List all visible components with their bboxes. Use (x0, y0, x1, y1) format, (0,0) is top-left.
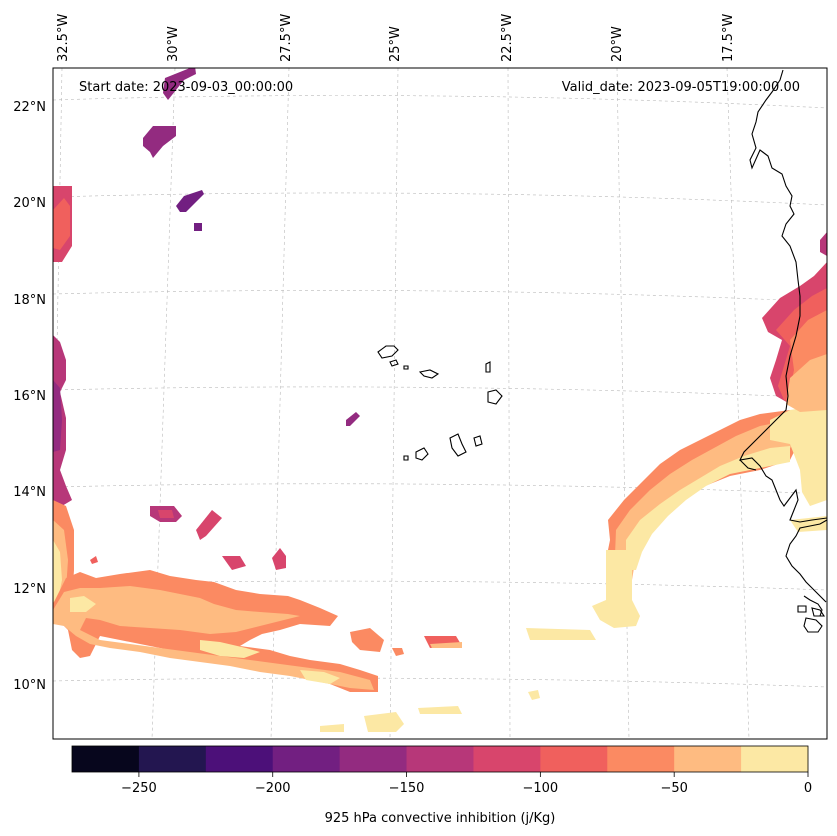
colorbar-tick-label: 0 (804, 781, 812, 796)
lat-label-6: 12°N (13, 582, 46, 597)
colorbar-ticks: −250 −200 −150 −100 −50 0 (121, 772, 812, 796)
south-band-mid (53, 586, 374, 690)
lat-label-5: 14°N (13, 485, 46, 500)
patch-cs-1 (350, 628, 384, 652)
colorbar-tick-label: −50 (660, 781, 687, 796)
east-coast-yellow (790, 516, 827, 532)
patch-cs-4 (364, 712, 404, 732)
patch-sw-4 (272, 548, 286, 570)
colorbar-swatch (205, 746, 274, 772)
south-band-core-2 (200, 640, 260, 658)
south-band-core-1 (70, 596, 96, 612)
patch-nw-1 (163, 68, 196, 100)
colorbar-label: 925 hPa convective inhibition (j/Kg) (325, 811, 556, 826)
lon-label-3: 27.5°W (279, 14, 294, 62)
lon-label-1: 32.5°W (56, 14, 71, 62)
santo-antao (377, 345, 399, 359)
patch-nw-2 (143, 126, 176, 158)
east-mass-core (770, 404, 827, 506)
west-strip-north-inner (53, 198, 70, 250)
patch-cs-2 (392, 648, 404, 656)
colorbar-swatch (72, 746, 140, 772)
west-strip-mid (53, 335, 72, 506)
sao-nicolau (418, 369, 440, 379)
santiago (449, 433, 467, 457)
east-band-core (626, 446, 790, 570)
west-strip-mid-inner (53, 380, 62, 452)
lat-label-7: 10°N (13, 678, 46, 693)
patch-cs-6 (320, 724, 344, 732)
south-band-core-3 (300, 670, 340, 684)
maio (473, 435, 483, 447)
lon-label-5: 22.5°W (500, 14, 515, 62)
lat-label-4: 16°N (13, 389, 46, 404)
patch-sw-1-inner (158, 510, 174, 518)
sal (485, 361, 491, 373)
colorbar-tick-label: −150 (389, 781, 425, 796)
santa-luzia (403, 365, 409, 370)
cin-contours (53, 68, 827, 732)
start-date: Start date: 2023-09-03_00:00:00 (79, 80, 293, 95)
patch-sw-5 (90, 556, 98, 564)
lon-label-4: 25°W (388, 26, 403, 62)
map-frame (52, 67, 828, 740)
boa-vista (487, 389, 503, 405)
patch-sw-3 (222, 556, 246, 570)
patch-nw-3 (176, 190, 204, 212)
coastlines (377, 69, 827, 633)
lat-labels: 22°N 20°N 18°N 16°N 14°N 12°N 10°N (13, 100, 46, 693)
colorbar-swatch (473, 746, 541, 772)
east-edge-purple (820, 232, 827, 256)
colorbar-swatch (339, 746, 408, 772)
lon-label-6: 20°W (610, 26, 625, 62)
colorbar-tick-label: −250 (121, 781, 157, 796)
patch-cs-9 (346, 412, 360, 426)
fogo (415, 447, 429, 461)
lat-label-3: 18°N (13, 293, 46, 308)
colorbar-swatch (138, 746, 207, 772)
lon-label-7: 17.5°W (721, 14, 736, 62)
patch-nw-4 (194, 223, 202, 231)
lon-labels: 32.5°W 30°W 27.5°W 25°W 22.5°W 20°W 17.5… (56, 14, 736, 62)
lat-label-2: 20°N (13, 196, 46, 211)
colorbar-frame (71, 745, 809, 773)
colorbar-swatch (607, 746, 675, 772)
colorbar-swatch (674, 746, 742, 772)
colorbar: −250 −200 −150 −100 −50 0 925 hPa convective … (71, 745, 812, 826)
east-mass-band (786, 354, 827, 412)
colorbar-swatches (72, 746, 809, 772)
patch-cs-5 (418, 706, 462, 714)
colorbar-tick-label: −100 (523, 781, 559, 796)
sao-vicente (389, 359, 399, 367)
patch-sw-2 (196, 510, 222, 540)
colorbar-swatch (741, 746, 809, 772)
valid-date: Valid_date: 2023-09-05T19:00:00.00 (562, 80, 800, 95)
brava (403, 455, 409, 461)
west-column-core (53, 540, 62, 602)
lat-label-1: 22°N (13, 100, 46, 115)
colorbar-swatch (540, 746, 608, 772)
colorbar-tick-label: −200 (255, 781, 291, 796)
patch-cs-8 (528, 690, 540, 700)
colorbar-swatch (272, 746, 341, 772)
east-tail (592, 550, 640, 628)
patch-cs-7 (526, 628, 596, 640)
lon-label-2: 30°W (166, 26, 181, 62)
colorbar-swatch (406, 746, 474, 772)
patch-cs-3b (430, 642, 462, 648)
